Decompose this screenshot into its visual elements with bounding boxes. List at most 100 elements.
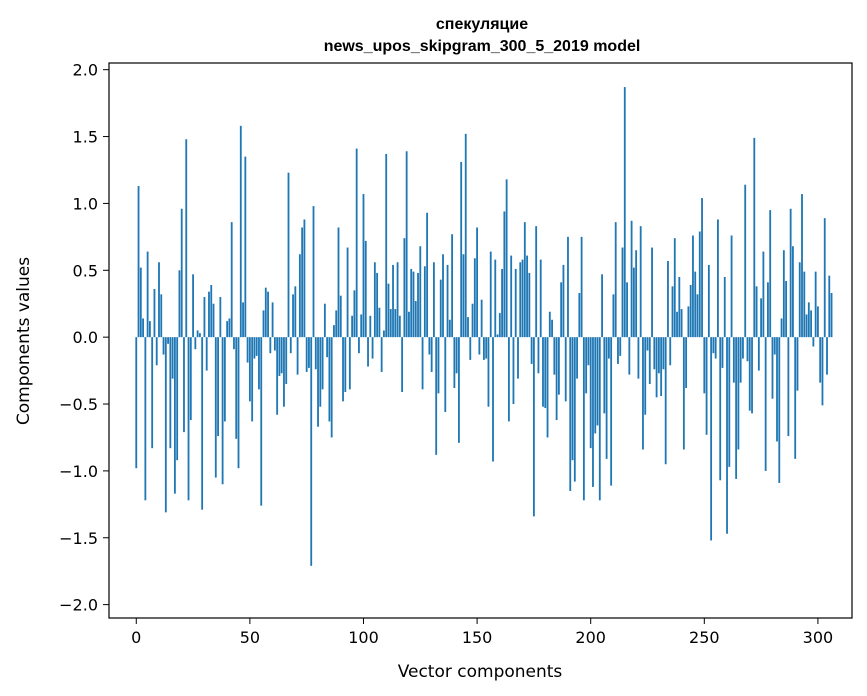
bar [664,337,667,465]
bar [719,337,722,481]
bar [730,235,733,338]
bar [523,222,526,338]
bar [387,283,390,338]
chart-title: спекуляцие [436,16,528,33]
bar [492,337,494,462]
bar [437,337,440,394]
bar [326,337,329,358]
bar [460,161,463,338]
bar [705,337,708,435]
bar [178,270,181,338]
bar [819,337,822,383]
bar [778,337,781,483]
bar [476,227,478,338]
bar [753,137,756,338]
bar [185,139,188,338]
bar [646,337,649,351]
bar [535,226,538,338]
bar [237,337,240,469]
bar [742,337,744,359]
bar [567,236,569,338]
bar [378,307,381,338]
bar [217,337,219,437]
plot-frame [108,62,853,619]
y-tick-label: 2.0 [73,61,98,80]
bar [667,260,669,338]
bar [248,337,251,402]
bar [319,337,322,407]
bar [419,246,422,338]
bar [278,337,281,376]
bar [242,302,244,338]
bar [814,271,817,338]
bar [346,247,349,338]
bar [360,314,363,338]
bar [335,310,338,338]
x-tick-label: 0 [131,628,141,647]
bar [617,337,619,364]
bar [589,337,592,449]
bar [285,337,288,384]
bar [253,337,256,359]
bar [235,337,238,439]
y-tick-label: 0.5 [73,261,98,280]
bar [651,247,653,338]
bar [333,325,335,338]
bar [312,206,315,338]
bar [614,222,617,338]
bar [510,255,513,338]
bar [453,337,456,388]
bar [585,337,588,394]
bar [801,194,803,338]
bar [514,268,517,338]
bar [348,337,351,390]
bar [208,291,210,338]
x-tick-label: 300 [803,628,834,647]
bar [530,337,533,364]
bar [735,337,738,479]
bar [810,310,813,338]
bar [412,271,415,338]
chart-subtitle: news_upos_skipgram_300_5_2019 model [324,38,641,55]
bar [328,337,331,422]
bar [517,337,519,379]
bar [605,337,608,459]
bar [769,210,772,338]
bar [817,306,819,338]
bar [421,337,424,390]
bar [303,219,306,338]
bar [494,259,497,338]
bar [167,337,169,344]
bar [594,337,597,434]
bar [662,337,665,370]
bar [642,337,644,450]
bar [723,276,726,338]
bar [444,337,447,413]
bar [417,272,419,338]
bar [789,208,792,338]
bar [639,226,642,338]
bar [314,337,317,370]
bar [496,334,499,338]
bar [480,299,483,338]
bar [796,337,799,391]
bar [757,337,760,371]
bar [428,337,431,355]
bar [598,337,601,501]
x-tick-label: 150 [462,628,493,647]
bar [655,337,658,398]
bar [682,337,685,450]
bar [546,337,549,438]
bar [771,337,774,399]
bar [701,198,703,338]
bar [251,337,254,422]
bar [389,309,392,338]
bar [376,272,379,338]
bar [226,321,229,338]
bar [728,337,731,467]
x-axis-ticks: 0 50 100 150 200 250 300 [131,618,833,647]
bar [362,194,365,338]
y-tick-label: 1.0 [73,194,98,213]
y-tick-label: −0.5 [59,395,98,414]
bar [580,236,583,338]
